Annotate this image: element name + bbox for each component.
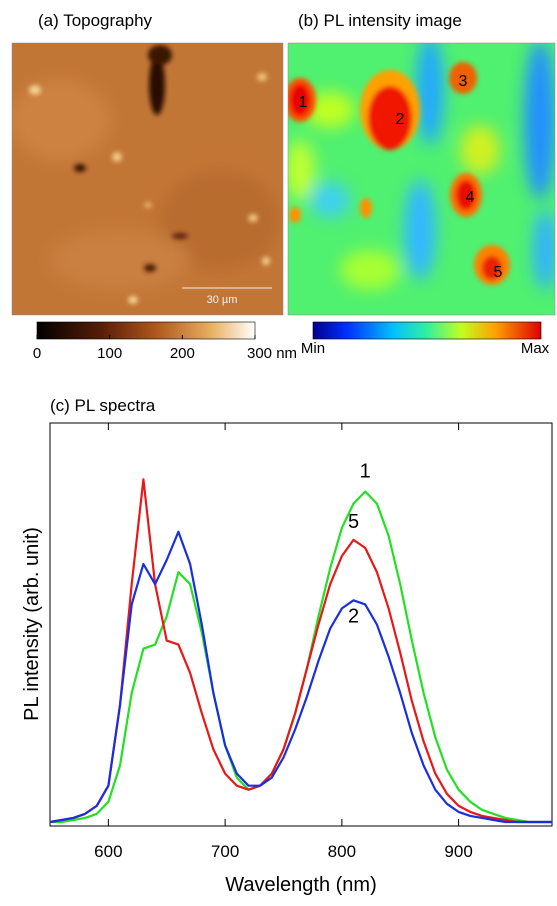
plot-frame — [49, 422, 553, 827]
colorbar-tick-label: 0 — [33, 345, 41, 362]
scale-bar-label: 30 µm — [207, 294, 238, 306]
spot-label: 4 — [466, 189, 475, 206]
spot-label: 2 — [396, 111, 405, 128]
spectrum-line — [49, 530, 552, 824]
colorbar-min-label: Min — [301, 340, 325, 357]
x-tick-label: 800 — [328, 842, 356, 861]
spot-label: 3 — [459, 73, 468, 90]
x-tick-label: 600 — [94, 842, 122, 861]
topography-image: 30 µm — [12, 43, 283, 315]
pl-intensity-image: 1 2 3 4 5 — [288, 43, 555, 315]
colorbar-max-label: Max — [521, 340, 550, 357]
colorbar-tick-label: 300 nm — [247, 345, 297, 362]
colorbar-tick-label: 100 — [97, 345, 122, 362]
colorbar — [36, 321, 256, 340]
panel-title: (a) Topography — [38, 11, 153, 30]
series-label: 2 — [348, 605, 359, 627]
spot-label: 1 — [299, 94, 308, 111]
spot-label: 5 — [494, 264, 503, 281]
chart-title: (c) PL spectra — [50, 396, 156, 415]
colorbar-tick-label: 200 — [170, 345, 195, 362]
x-axis-label: Wavelength (nm) — [225, 874, 377, 896]
x-tick-label: 900 — [444, 842, 472, 861]
series-label: 5 — [348, 511, 359, 533]
panel-title: (b) PL intensity image — [298, 11, 462, 30]
colorbar — [312, 321, 542, 340]
series-label: 1 — [360, 461, 371, 483]
x-tick-label: 700 — [211, 842, 239, 861]
spectrum-line — [49, 478, 552, 824]
y-axis-label: PL intensity (arb. unit) — [21, 527, 43, 721]
